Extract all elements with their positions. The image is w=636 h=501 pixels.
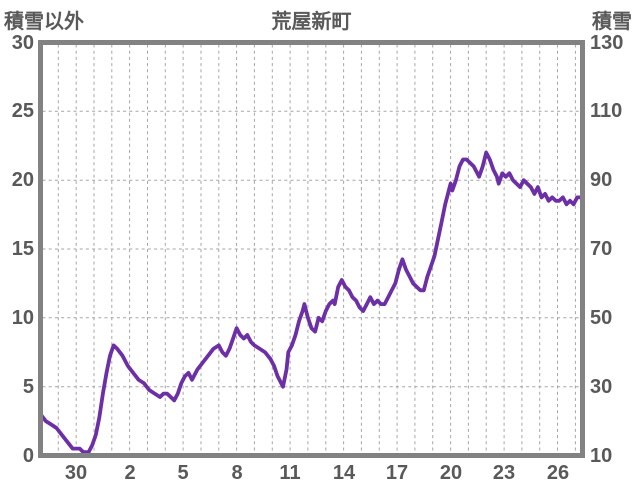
snow-depth-series-line	[38, 150, 583, 455]
x-axis-tick-30: 30	[64, 462, 88, 484]
left-axis-tick-30: 30	[11, 32, 34, 54]
x-axis-tick-11: 11	[279, 462, 301, 484]
left-axis-tick-25: 25	[11, 100, 34, 122]
x-axis-tick-20: 20	[439, 462, 463, 484]
left-axis-tick-10: 10	[11, 307, 34, 329]
right-axis-tick-30: 30	[590, 376, 613, 398]
right-axis-tick-50: 50	[590, 307, 613, 329]
x-axis-tick-23: 23	[492, 462, 516, 484]
left-axis-tick-0: 0	[22, 445, 34, 467]
right-axis-tick-90: 90	[590, 169, 613, 191]
left-axis-tick-5: 5	[22, 376, 34, 398]
x-axis-tick-5: 5	[177, 462, 189, 484]
left-axis-title: 積雪以外	[4, 11, 84, 33]
x-axis-tick-14: 14	[332, 462, 356, 484]
grid-lines	[42, 44, 581, 454]
x-axis-tick-17: 17	[385, 462, 409, 484]
x-axis-tick-2: 2	[124, 462, 136, 484]
left-axis-tick-20: 20	[11, 169, 34, 191]
station-title: 荒屋新町	[271, 11, 352, 33]
right-axis-tick-70: 70	[590, 238, 613, 260]
right-axis-tick-110: 110	[590, 100, 623, 122]
right-axis-title: 積雪	[592, 11, 632, 33]
plot-frame	[38, 40, 585, 458]
right-axis-tick-130: 130	[590, 32, 624, 54]
x-axis-tick-8: 8	[231, 462, 243, 484]
right-axis-tick-10: 10	[590, 445, 613, 467]
left-axis-tick-15: 15	[11, 238, 34, 260]
x-axis-tick-26: 26	[546, 462, 570, 484]
